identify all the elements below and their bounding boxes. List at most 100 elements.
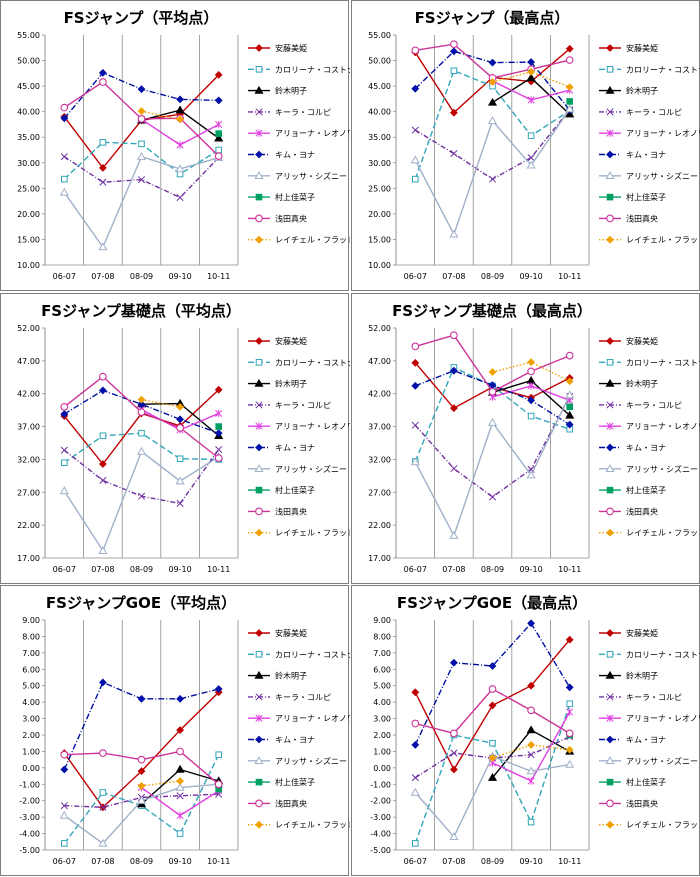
legend-label: キム・ヨナ [275, 444, 315, 453]
legend-marker [254, 464, 264, 472]
data-point [98, 678, 107, 687]
y-tick-label: 47.00 [17, 357, 40, 366]
legend-marker [605, 85, 615, 94]
x-tick-label: 10-11 [558, 857, 581, 866]
data-point [527, 751, 535, 759]
data-point [214, 70, 223, 79]
legend-marker [255, 235, 263, 244]
data-point [99, 749, 107, 757]
legend-label: キーラ・コルピ [626, 108, 682, 117]
chart-title: FSジャンプ（平均点） [64, 9, 219, 27]
data-point [450, 465, 458, 473]
legend-label: カロリーナ・コストナー [275, 358, 350, 367]
data-point [137, 782, 146, 790]
series-line [414, 108, 571, 237]
data-point [60, 114, 69, 123]
legend-label: 村上佳菜子 [275, 485, 315, 495]
series-4 [488, 708, 574, 785]
chart-goe-max: FSジャンプGOE（最高点） -5.00 -4.00 -3.00 -2.00 -1.00 0… [370, 594, 700, 866]
legend-label: アリョーナ・レオノワ [626, 422, 700, 431]
series-7 [566, 98, 573, 105]
series-9 [488, 67, 574, 92]
legend-marker [255, 714, 263, 722]
legend-label: キーラ・コルピ [626, 401, 682, 410]
data-point [488, 754, 497, 762]
legend-label: アリョーナ・レオノワ [275, 714, 350, 723]
data-point [489, 739, 496, 747]
legend-marker [255, 214, 263, 223]
legend-marker [606, 486, 614, 494]
series-6 [410, 390, 575, 539]
data-point [215, 120, 223, 129]
legend-marker [255, 778, 263, 786]
data-point [527, 706, 535, 715]
data-point [565, 729, 574, 738]
legend-marker [606, 337, 614, 345]
legend-label: キーラ・コルピ [626, 693, 682, 702]
y-tick-label: -3.00 [19, 813, 40, 822]
y-tick-label: 37.00 [17, 423, 40, 432]
series-7 [215, 130, 222, 137]
legend-label: 村上佳菜子 [275, 192, 315, 202]
legend-marker [255, 799, 263, 808]
legend-marker [254, 378, 264, 387]
data-point [61, 840, 68, 847]
data-point [488, 58, 497, 67]
y-tick-label: 3.00 [22, 715, 40, 724]
legend-marker [605, 171, 615, 179]
legend-label: 村上佳菜子 [626, 777, 666, 787]
data-point [488, 493, 497, 501]
legend-marker [606, 693, 614, 701]
data-point [215, 130, 222, 137]
legend-label: レイチェル・フラット [626, 529, 700, 538]
chart-panel-goe-max: FSジャンプGOE（最高点） -5.00 -4.00 -3.00 -2.00 -1.00 0… [351, 585, 700, 876]
legend-label: レイチェル・フラット [626, 821, 700, 830]
legend: 安藤美姫カロリーナ・コストナー鈴木明子キーラ・コルピアリョーナ・レオノワキム・ヨ… [248, 43, 350, 245]
legend-marker [606, 528, 614, 537]
legend-label: 安藤美姫 [275, 336, 307, 346]
legend-marker [254, 171, 264, 179]
series-2 [487, 73, 575, 118]
x-tick-label: 10-11 [207, 857, 230, 866]
data-point [411, 126, 419, 134]
x-tick-label: 06-07 [404, 857, 427, 866]
x-tick-label: 10-11 [558, 272, 581, 281]
series-8 [411, 685, 574, 738]
legend-marker [606, 129, 614, 137]
x-tick-label: 10-11 [207, 272, 230, 281]
y-tick-label: 17.00 [17, 554, 40, 563]
y-tick-label: 30.00 [368, 159, 391, 168]
data-point [175, 782, 185, 791]
data-point [565, 104, 575, 113]
x-tick-label: 06-07 [404, 565, 427, 574]
legend-marker [606, 401, 614, 409]
legend-marker [606, 422, 614, 430]
data-point [214, 780, 223, 789]
legend-label: キム・ヨナ [275, 736, 315, 745]
x-tick-label: 08-09 [130, 565, 153, 574]
chart-jump-max: FSジャンプ（最高点） 10.00 15.00 20.00 25.00 30.00 35.0… [368, 9, 700, 281]
y-tick-label: 4.00 [373, 698, 391, 707]
x-tick-label: 09-10 [168, 857, 191, 866]
series-line [63, 449, 220, 505]
legend-marker [606, 507, 614, 516]
data-point [176, 424, 184, 432]
legend-marker [605, 378, 615, 387]
data-point [215, 751, 222, 759]
y-tick-label: 7.00 [373, 649, 391, 658]
series-line [141, 398, 181, 408]
legend-marker [606, 820, 614, 829]
data-point [566, 98, 573, 105]
chart-base-max: FSジャンプ基礎点（最高点） 17.00 22.00 27.00 32.00 37.00 4… [368, 302, 700, 574]
legend-label: 安藤美姫 [275, 43, 307, 53]
series-7 [566, 403, 573, 411]
data-point [137, 395, 146, 404]
x-tick-label: 09-10 [519, 857, 542, 866]
data-point [527, 58, 536, 66]
legend-label: 浅田真央 [626, 798, 658, 808]
x-tick-label: 07-08 [442, 565, 465, 574]
x-tick-label: 08-09 [130, 272, 153, 281]
data-point [214, 685, 223, 693]
data-point [60, 403, 69, 411]
y-tick-label: -3.00 [370, 813, 391, 822]
